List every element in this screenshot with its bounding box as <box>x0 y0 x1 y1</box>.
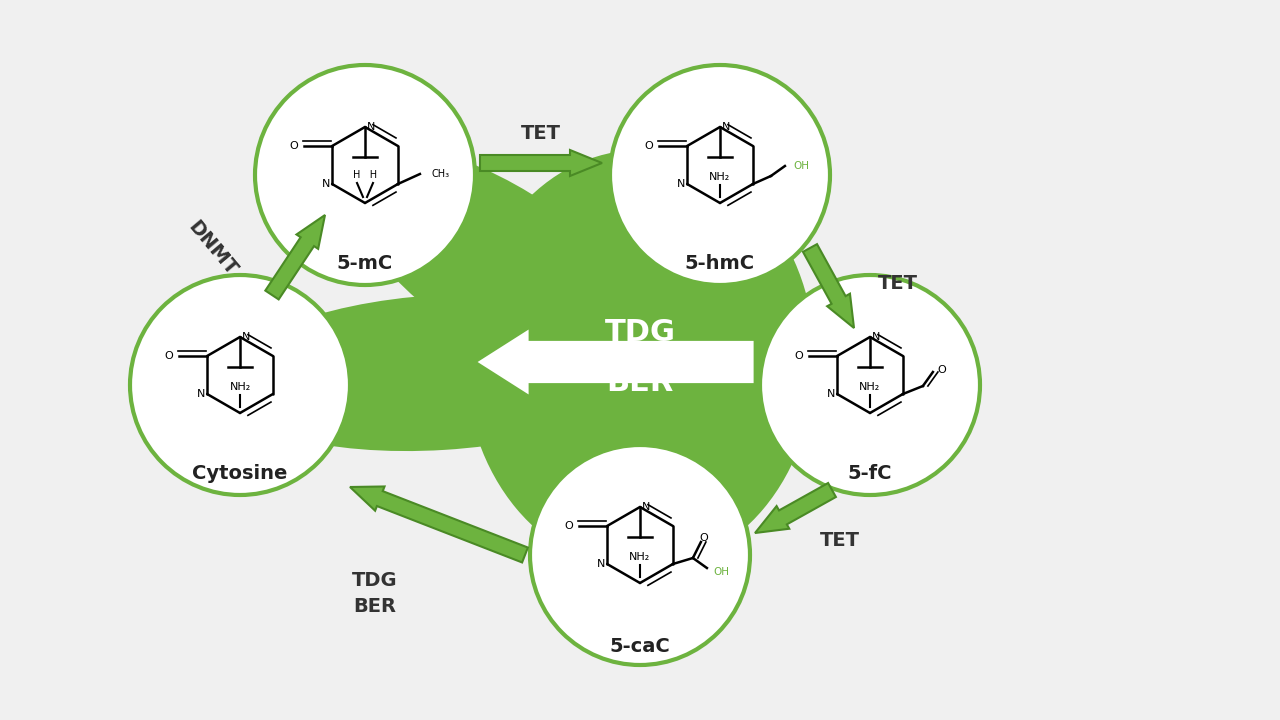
Text: O: O <box>795 351 804 361</box>
FancyArrow shape <box>265 215 325 300</box>
Text: N: N <box>367 122 375 132</box>
Ellipse shape <box>562 350 718 564</box>
Ellipse shape <box>628 294 882 451</box>
Text: N: N <box>872 332 881 342</box>
Text: TDG: TDG <box>604 318 676 346</box>
Text: N: N <box>596 559 605 569</box>
Text: 5-caC: 5-caC <box>609 637 671 657</box>
Text: TET: TET <box>820 531 860 549</box>
Text: 5-hmC: 5-hmC <box>685 253 755 272</box>
Ellipse shape <box>530 445 750 665</box>
FancyArrow shape <box>803 244 854 328</box>
Text: O: O <box>289 141 298 151</box>
Text: TET: TET <box>878 274 918 292</box>
Text: O: O <box>937 365 946 375</box>
Ellipse shape <box>220 294 660 451</box>
Text: NH₂: NH₂ <box>630 552 650 562</box>
Text: N: N <box>321 179 330 189</box>
Text: 5-mC: 5-mC <box>337 253 393 272</box>
Text: OH: OH <box>713 567 728 577</box>
Ellipse shape <box>596 161 764 374</box>
FancyArrow shape <box>480 150 602 176</box>
Text: H   H: H H <box>353 170 378 180</box>
Text: OH: OH <box>792 161 809 171</box>
Ellipse shape <box>611 65 829 285</box>
Text: N: N <box>827 389 835 399</box>
Text: N: N <box>643 502 650 512</box>
Text: BER: BER <box>607 367 673 397</box>
Text: NH₂: NH₂ <box>859 382 881 392</box>
Text: CH₃: CH₃ <box>431 169 451 179</box>
Ellipse shape <box>346 147 659 388</box>
Text: O: O <box>645 141 654 151</box>
Ellipse shape <box>255 65 475 285</box>
Text: NH₂: NH₂ <box>229 382 251 392</box>
Text: N: N <box>242 332 251 342</box>
Text: DNMT: DNMT <box>184 217 241 279</box>
Text: NH₂: NH₂ <box>709 172 731 182</box>
Ellipse shape <box>465 150 815 570</box>
Text: 5-fC: 5-fC <box>847 464 892 482</box>
Text: TET: TET <box>521 124 561 143</box>
Text: TDG: TDG <box>352 570 398 590</box>
FancyArrow shape <box>475 327 755 397</box>
Text: Cytosine: Cytosine <box>192 464 288 482</box>
Text: O: O <box>700 533 708 543</box>
Text: N: N <box>677 179 685 189</box>
FancyArrow shape <box>755 483 836 533</box>
Text: N: N <box>197 389 205 399</box>
Text: N: N <box>722 122 731 132</box>
Text: BER: BER <box>353 596 397 616</box>
Ellipse shape <box>760 275 980 495</box>
Text: O: O <box>564 521 573 531</box>
Text: O: O <box>165 351 174 361</box>
Ellipse shape <box>131 275 349 495</box>
FancyArrow shape <box>349 487 527 562</box>
